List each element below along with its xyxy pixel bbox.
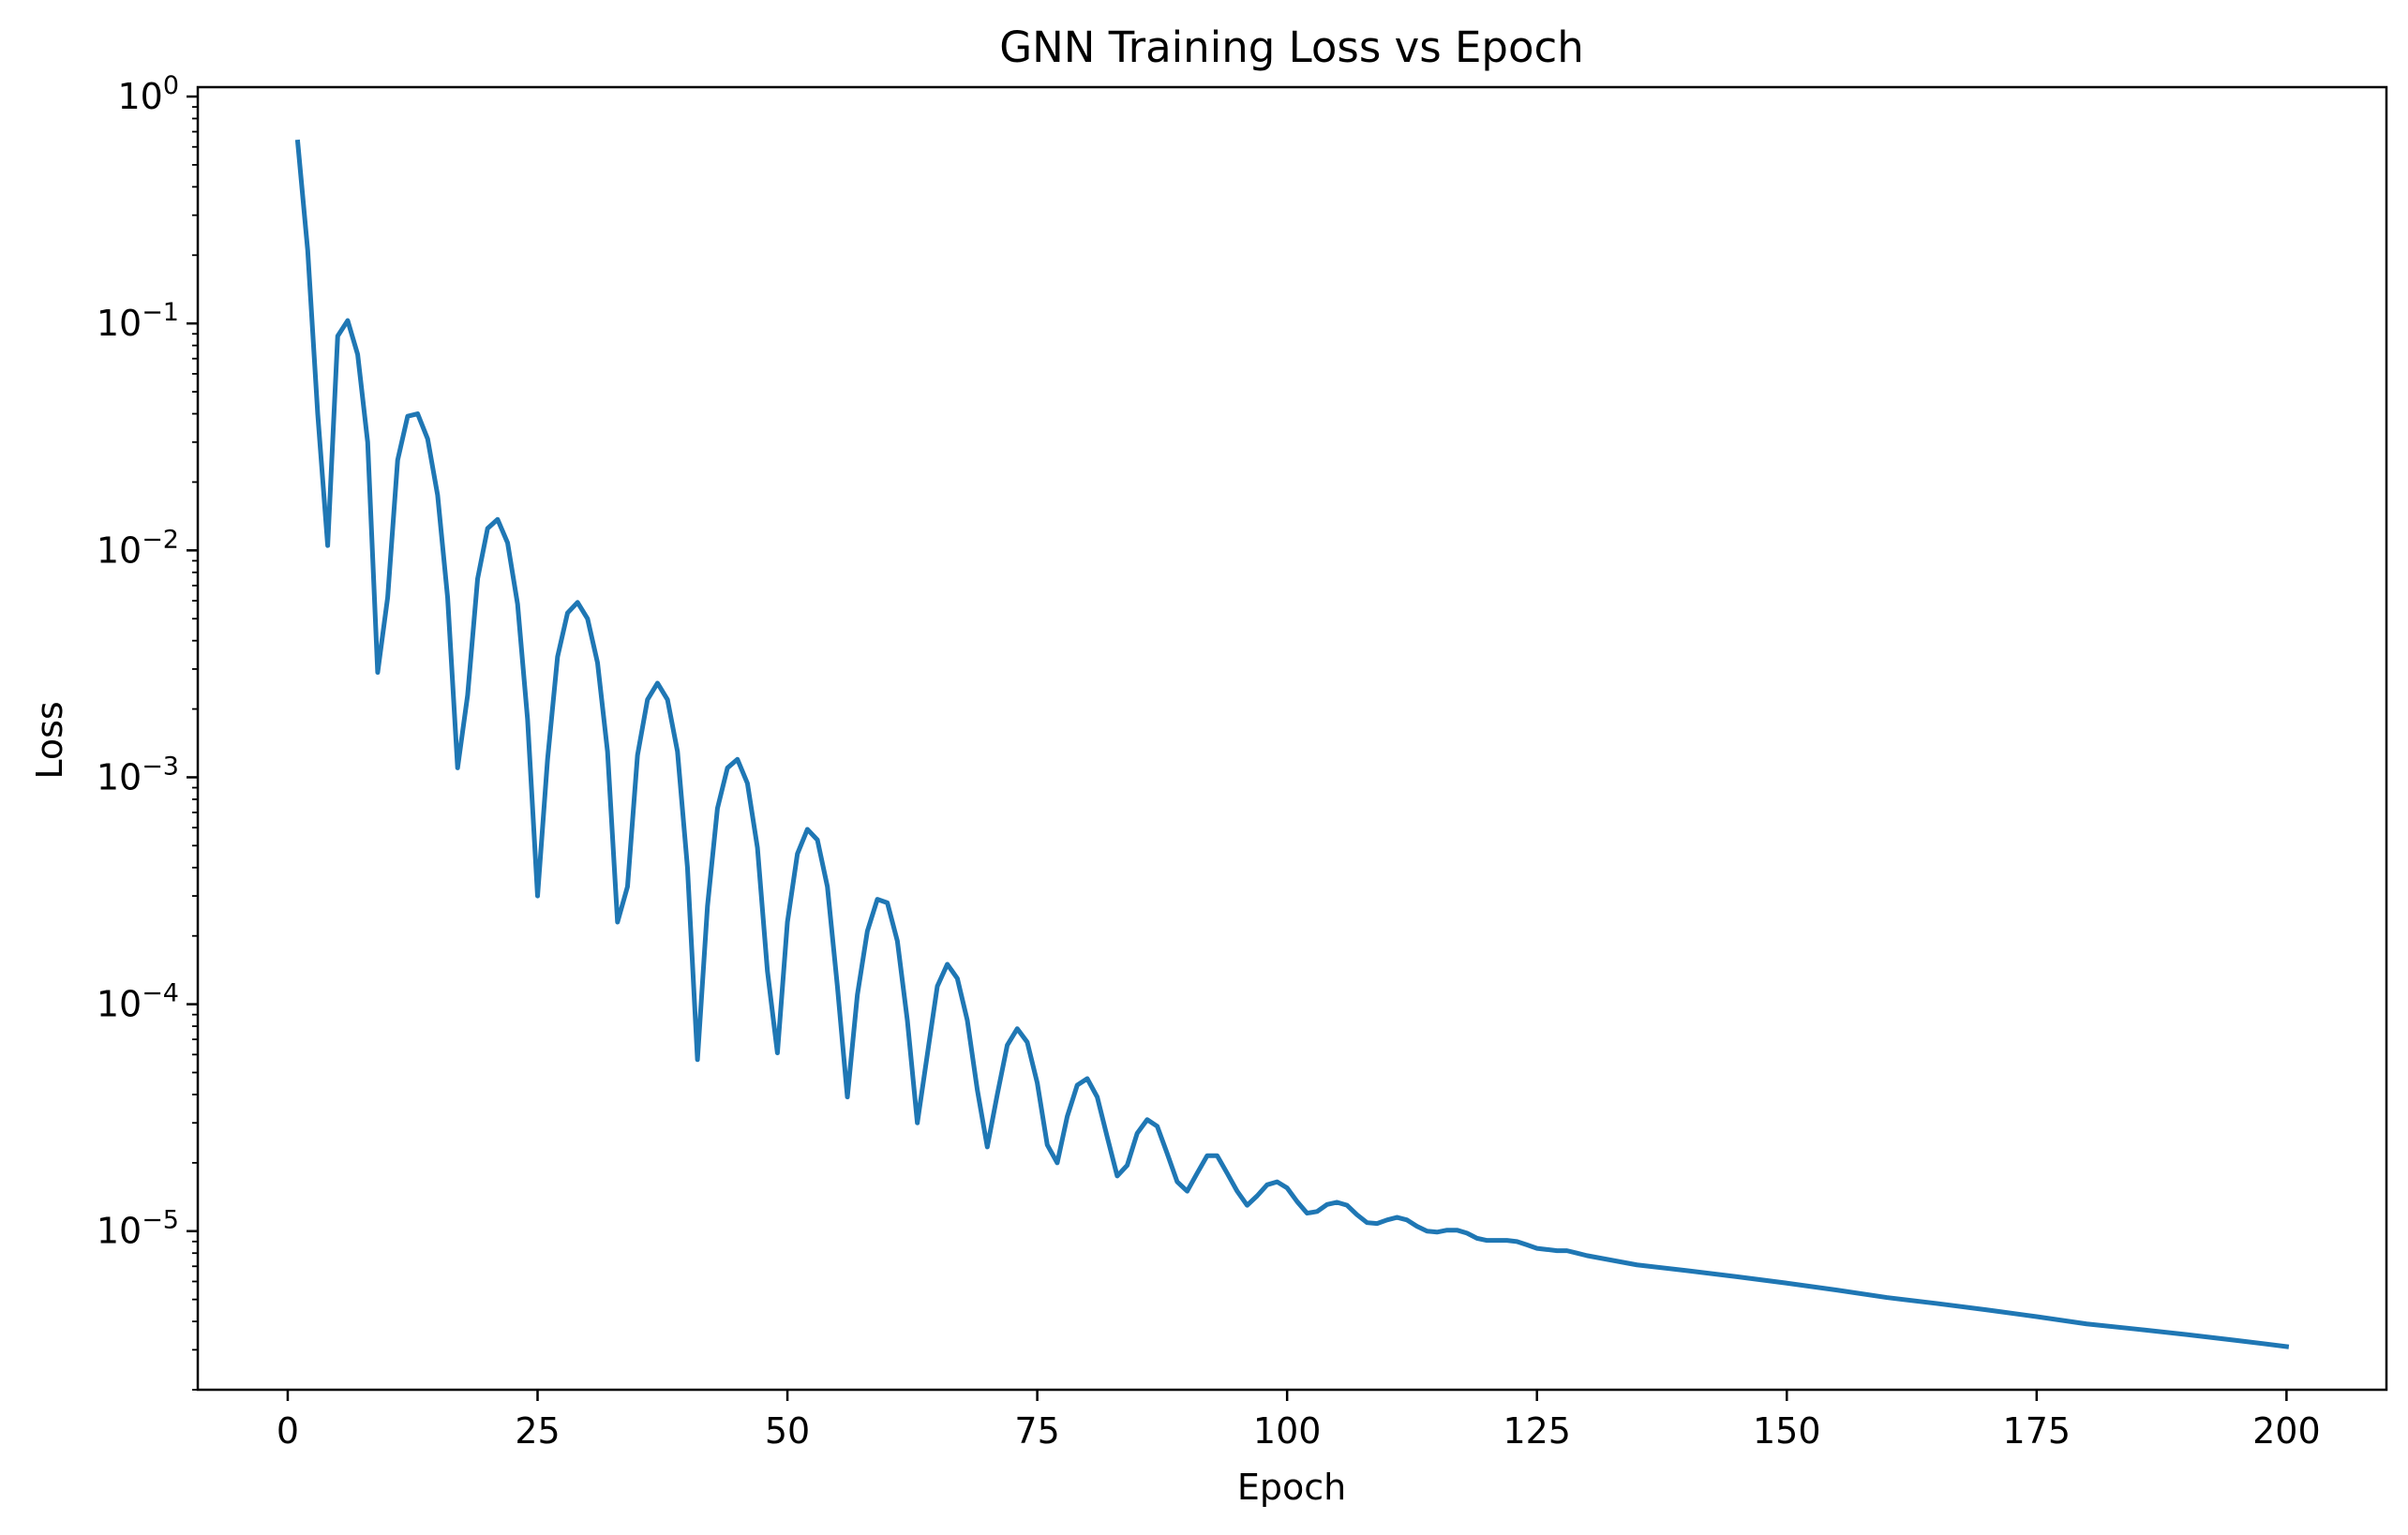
y-tick-label: 10−5 [97, 1206, 179, 1252]
x-tick-label: 75 [1014, 1410, 1059, 1452]
plot-frame [196, 85, 2388, 1392]
x-axis-ticks: 0 25 50 75 100 125 150 175 200 [277, 1390, 2321, 1452]
y-tick-label: 10−3 [97, 752, 179, 797]
y-axis-label: Loss [29, 701, 70, 779]
x-tick-label: 0 [277, 1410, 299, 1452]
x-tick-label: 150 [1753, 1410, 1821, 1452]
x-tick-label: 100 [1253, 1410, 1322, 1452]
x-tick-label: 50 [765, 1410, 810, 1452]
x-tick-label: 25 [515, 1410, 560, 1452]
x-tick-label: 200 [2252, 1410, 2321, 1452]
loss-series-line [294, 139, 2290, 1349]
chart-title: GNN Training Loss vs Epoch [999, 22, 1584, 72]
y-axis-ticks: 100 10−1 10−2 10−3 10−4 10−5 [97, 71, 198, 1391]
x-tick-label: 125 [1503, 1410, 1571, 1452]
x-axis-label: Epoch [1237, 1467, 1346, 1508]
y-tick-label: 100 [117, 71, 179, 117]
y-tick-label: 10−4 [97, 979, 179, 1025]
y-tick-label: 10−2 [97, 525, 179, 571]
x-tick-label: 175 [2003, 1410, 2071, 1452]
y-tick-label: 10−1 [97, 298, 179, 344]
